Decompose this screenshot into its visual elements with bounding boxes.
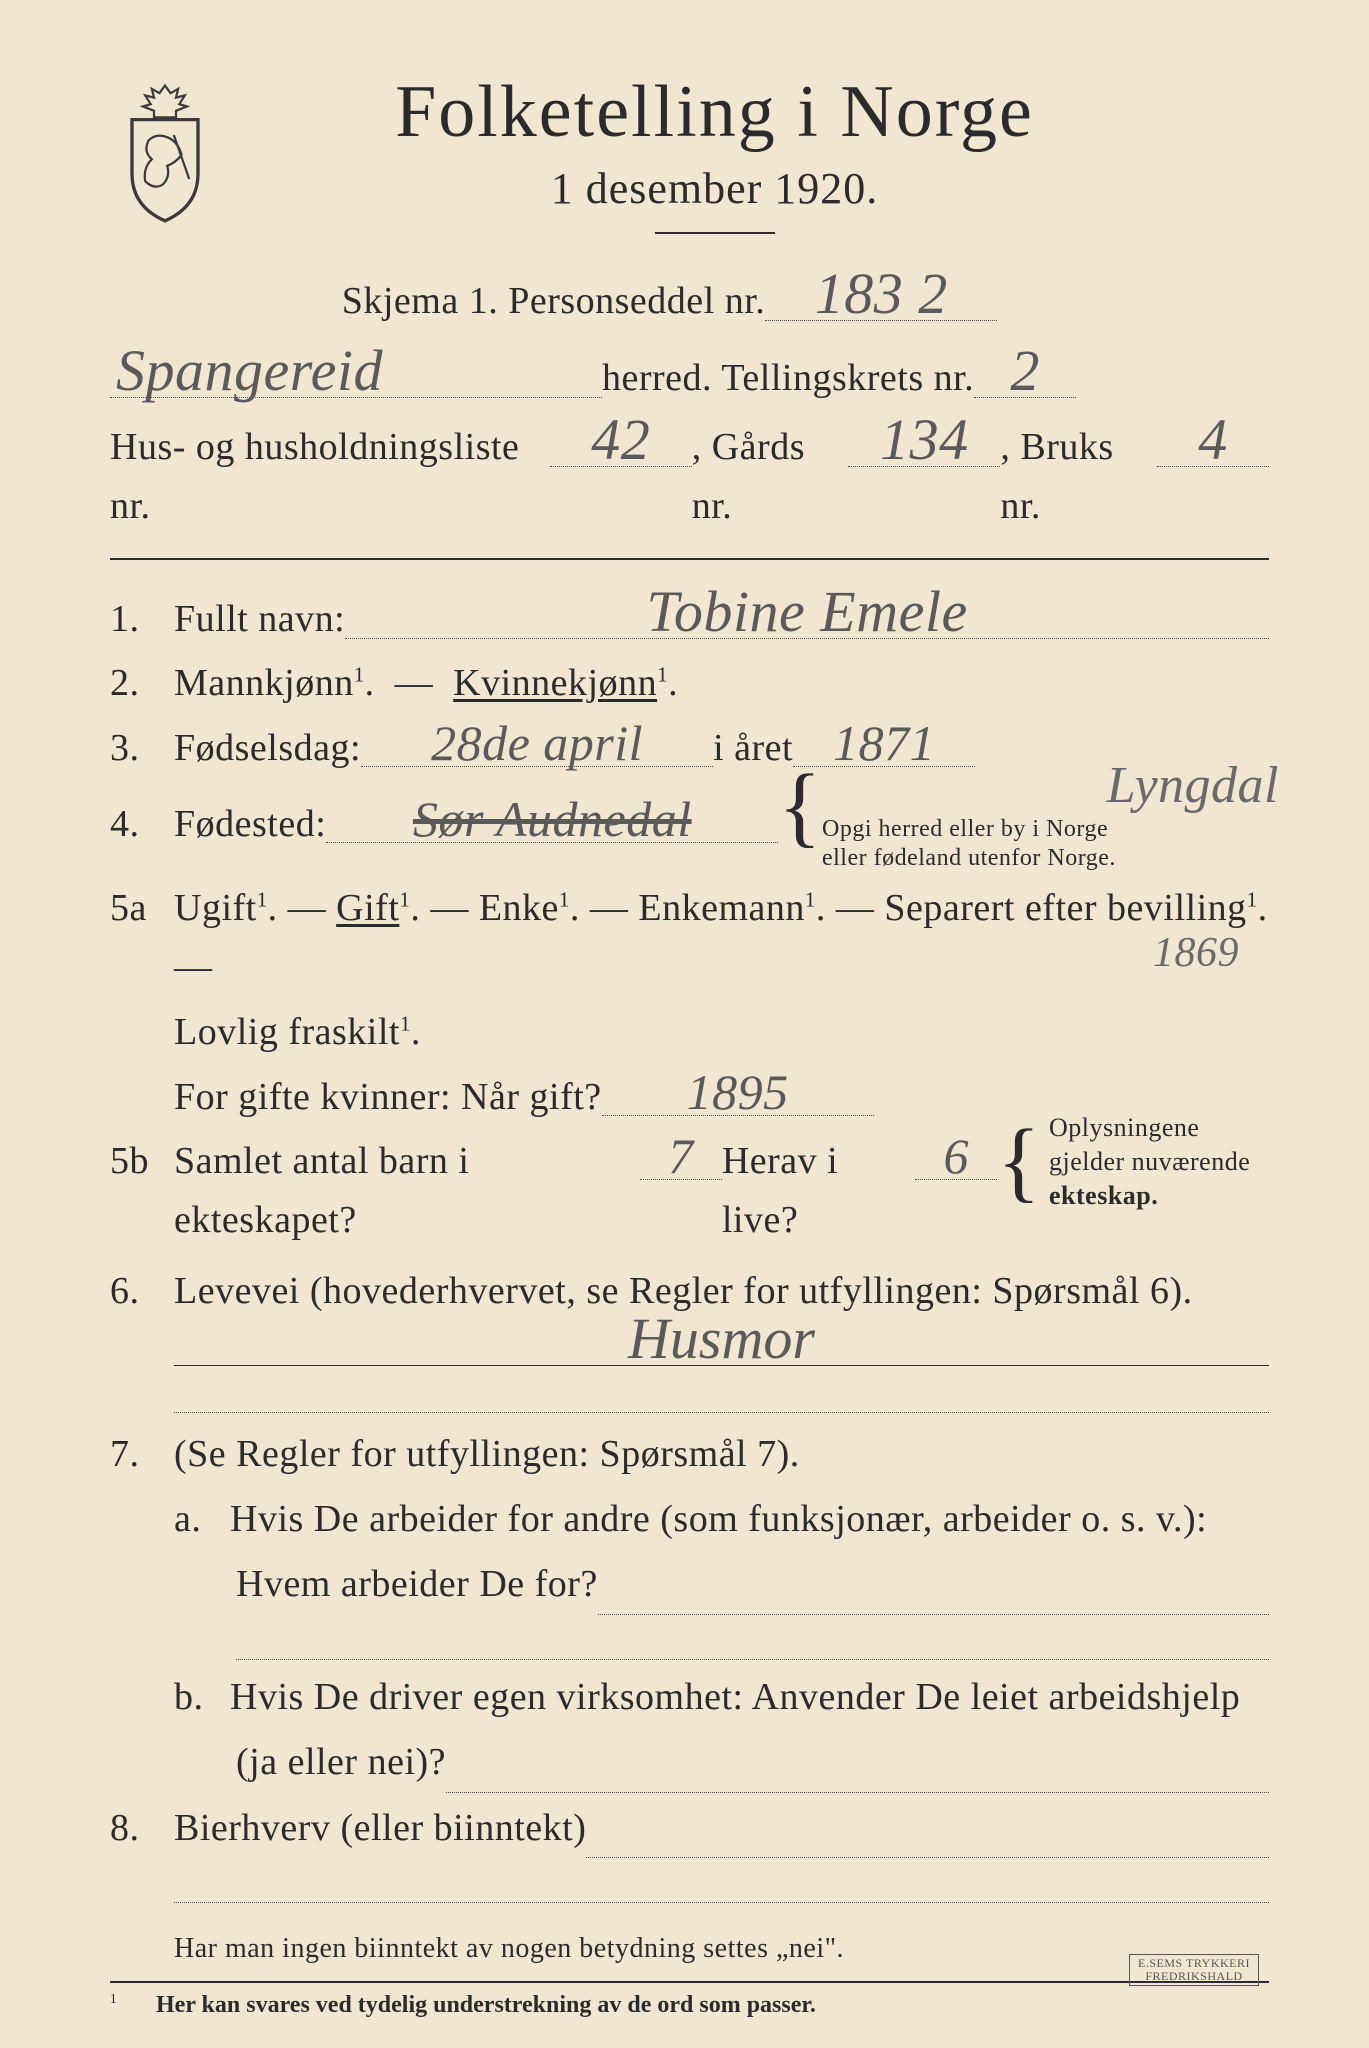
printer-stamp: E.SEMS TRYKKERI FREDRIKSHALD (1129, 1954, 1259, 1986)
q1-label: Fullt navn: (174, 590, 345, 649)
q2-row: 2. Mannkjønn1. — Kvinnekjønn1. (110, 654, 1269, 713)
q4-label: Fødested: (174, 795, 326, 854)
q7-label: (Se Regler for utfyllingen: Spørsmål 7). (174, 1425, 800, 1484)
q7b-label2: (ja eller nei)? (236, 1733, 446, 1792)
herred-row: Spangereid herred. Tellingskrets nr. 2 (110, 345, 1269, 408)
q3-year: 1871 (833, 721, 935, 766)
q7b-row2: (ja eller nei)? (110, 1733, 1269, 1793)
q5b-side3: ekteskap. (1049, 1181, 1158, 1210)
q1-row: 1. Fullt navn: Tobine Emele (110, 586, 1269, 649)
q7a-label: Hvis De arbeider for andre (som funksjon… (230, 1490, 1207, 1549)
q5b-alive: 6 (944, 1134, 970, 1179)
q3-row: 3. Fødselsdag: 28de april i året 1871 (110, 719, 1269, 778)
q5b-side1: Oplysningene (1049, 1113, 1199, 1142)
q6-answer-block: Husmor (110, 1327, 1269, 1413)
q4-num: 4. (110, 795, 174, 854)
header: Folketelling i Norge 1 desember 1920. (110, 70, 1269, 258)
q3-num: 3. (110, 719, 174, 778)
q6-num: 6. (110, 1262, 174, 1321)
footnote: 1 Her kan svares ved tydelig understrekn… (110, 1981, 1269, 2019)
q4-note-2: eller fødeland utenfor Norge. (822, 845, 1116, 871)
page-title: Folketelling i Norge (250, 70, 1179, 155)
q5a-label2: Lovlig fraskilt1. (174, 1003, 421, 1062)
divider (110, 558, 1269, 560)
q5b-brace-block: { Oplysningene gjelder nuværende ekteska… (997, 1111, 1269, 1212)
q5b-label: For gifte kvinner: Når gift? (174, 1068, 602, 1127)
q2-num: 2. (110, 654, 174, 713)
gards-label: , Gårds nr. (692, 418, 849, 536)
q5a-num: 5a (110, 879, 174, 938)
brace-icon: { (997, 1139, 1041, 1184)
blank-line (174, 1864, 1269, 1903)
q5-margin: 1869 (1153, 921, 1239, 986)
hus-row: Hus- og husholdningsliste nr. 42 , Gårds… (110, 414, 1269, 536)
herred-value: Spangereid (116, 345, 383, 397)
q5b-row: 5b For gifte kvinner: Når gift? 1895 Sam… (110, 1068, 1269, 1257)
stamp-line1: E.SEMS TRYKKERI (1138, 1956, 1250, 1970)
personseddel-nr: 183 2 (815, 268, 948, 320)
footnote-text: Her kan svares ved tydelig understreknin… (156, 1992, 816, 2018)
hus-nr: 42 (591, 414, 650, 466)
skjema-row: Skjema 1. Personseddel nr. 183 2 (110, 268, 1269, 331)
q5b-side-note: Oplysningene gjelder nuværende ekteskap. (1049, 1111, 1269, 1212)
q2-label: Mannkjønn1. — Kvinnekjønn1. (174, 654, 678, 713)
bottom-note: Har man ingen biinntekt av nogen betydni… (110, 1927, 1269, 1970)
gards-nr: 134 (880, 414, 969, 466)
q7b-num: b. (174, 1668, 230, 1727)
coat-of-arms-icon (110, 80, 220, 228)
q5b-year: 1895 (687, 1070, 789, 1115)
skjema-label: Skjema 1. Personseddel nr. (342, 272, 766, 331)
q1-num: 1. (110, 590, 174, 649)
q5a-label: Ugift1. — Gift1. — Enke1. — Enkemann1. —… (174, 879, 1269, 997)
tellingskrets-nr: 2 (1010, 345, 1040, 397)
q7-num: 7. (110, 1425, 174, 1484)
q4-value: Sør Audnedal (413, 797, 692, 842)
q3-label: Fødselsdag: (174, 719, 361, 778)
divider (655, 232, 775, 234)
q5b-side2: gjelder nuværende (1049, 1147, 1250, 1176)
q5b-children: 7 (668, 1134, 694, 1179)
q7a-label2: Hvem arbeider De for? (236, 1555, 598, 1614)
page-subtitle: 1 desember 1920. (250, 163, 1179, 214)
q7b-label: Hvis De driver egen virksomhet: Anvender… (230, 1668, 1240, 1727)
q1-value: Tobine Emele (647, 586, 968, 638)
census-form-page: Folketelling i Norge 1 desember 1920. Sk… (0, 0, 1369, 2048)
q5a-row: 5a Ugift1. — Gift1. — Enke1. — Enkemann1… (110, 879, 1269, 997)
q5b-num: 5b (110, 1132, 174, 1191)
q8-row: 8. Bierhverv (eller biinntekt) (110, 1799, 1269, 1859)
q5b-label3: Herav i live? (722, 1132, 915, 1250)
blank-line (236, 1621, 1269, 1660)
q7a-row2: Hvem arbeider De for? (110, 1555, 1269, 1615)
q4-note-1: Opgi herred eller by i Norge (822, 816, 1108, 842)
q5a-row2: Lovlig fraskilt1. (110, 1003, 1269, 1062)
title-block: Folketelling i Norge 1 desember 1920. (250, 70, 1269, 258)
brace-icon: { (778, 784, 822, 829)
blank-line (174, 1374, 1269, 1413)
q6-value: Husmor (628, 1313, 815, 1365)
q3-day: 28de april (431, 721, 643, 766)
q8-label: Bierhverv (eller biinntekt) (174, 1799, 586, 1858)
stamp-line2: FREDRIKSHALD (1145, 1969, 1242, 1983)
q7b-row: b. Hvis De driver egen virksomhet: Anven… (110, 1668, 1269, 1727)
q4-margin: Lyngdal (1107, 746, 1279, 827)
bruks-nr: 4 (1198, 414, 1228, 466)
hus-label: Hus- og husholdningsliste nr. (110, 418, 550, 536)
q8-num: 8. (110, 1799, 174, 1858)
footnote-marker: 1 (110, 1991, 117, 2006)
q7a-num: a. (174, 1490, 230, 1549)
bruks-label: , Bruks nr. (1000, 418, 1157, 536)
q7a-row: a. Hvis De arbeider for andre (som funks… (110, 1490, 1269, 1549)
herred-label: herred. Tellingskrets nr. (602, 349, 974, 408)
q5b-label2: Samlet antal barn i ekteskapet? (174, 1132, 640, 1250)
q4-row: 4. Fødested: Sør Audnedal { Opgi herred … (110, 784, 1269, 873)
q7-row: 7. (Se Regler for utfyllingen: Spørsmål … (110, 1425, 1269, 1484)
